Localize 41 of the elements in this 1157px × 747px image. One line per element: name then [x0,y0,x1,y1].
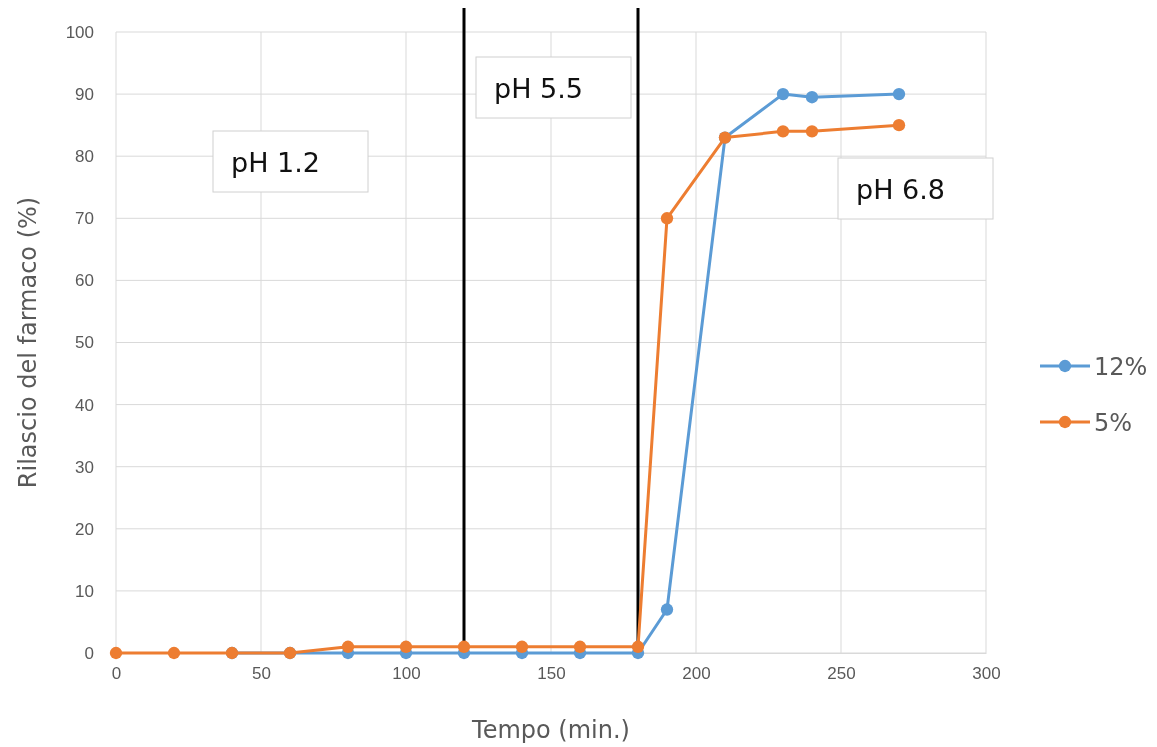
point [892,87,906,101]
point [399,640,413,653]
y-tick-label: 50 [75,333,94,353]
x-tick-label: 150 [537,664,566,684]
y-tick-label: 40 [75,395,94,415]
legend-label: 12% [1094,353,1148,381]
point [660,212,674,225]
point [805,91,819,104]
point [167,646,181,660]
y-tick-label: 80 [75,147,94,167]
point [776,125,790,138]
point [805,125,819,138]
point [892,118,906,132]
annotation: pH 5.5 [494,73,583,104]
y-tick-label: 10 [75,581,94,601]
x-tick-label: 50 [252,664,271,684]
x-tick-label: 250 [827,664,856,684]
y-tick-label: 90 [75,85,94,105]
point [457,640,471,653]
y-tick-label: 70 [75,209,94,229]
point [776,87,790,101]
y-tick-label: 30 [75,457,94,477]
y-tick-label: 60 [75,271,94,291]
y-tick-label: 0 [84,643,94,663]
x-tick-label: 300 [972,664,1001,684]
x-tick-label: 0 [111,664,122,684]
annotation: pH 6.8 [856,174,945,205]
y-tick-label: 20 [75,519,94,539]
x-tick-label: 200 [682,664,711,684]
point [631,640,645,653]
point [515,640,529,653]
annotation: pH 1.2 [231,147,320,178]
x-axis-title: Tempo (min.) [471,716,630,744]
y-axis-title: Rilascio del farmaco (%) [14,196,42,489]
point [660,603,674,616]
x-tick-label: 100 [392,664,421,684]
point [109,646,123,660]
y-tick-label: 100 [65,22,94,42]
point [573,640,587,653]
point [341,640,355,653]
legend-label: 5% [1094,409,1133,437]
